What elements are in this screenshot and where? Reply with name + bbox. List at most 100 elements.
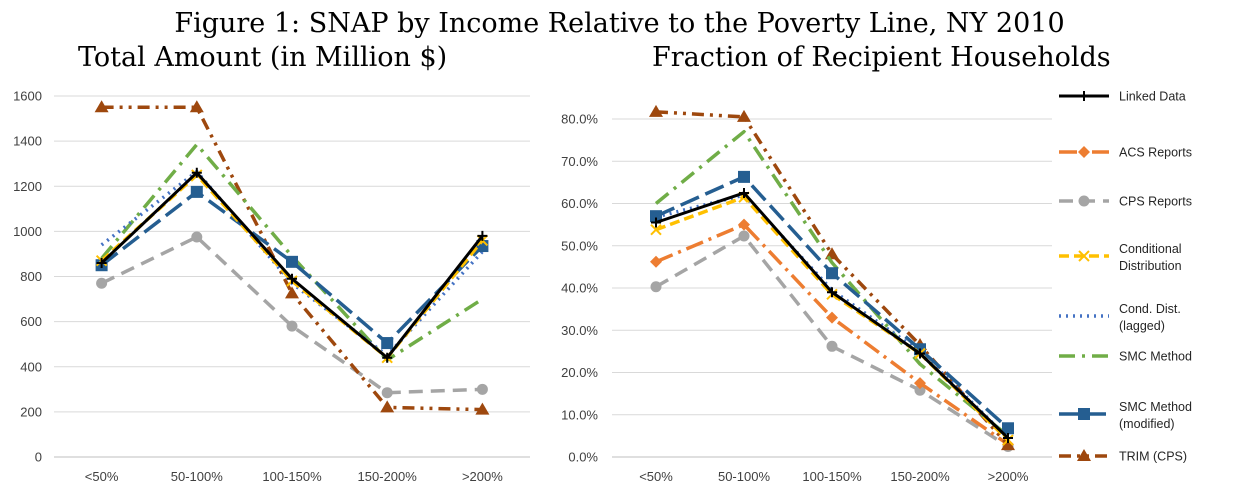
data-point bbox=[476, 383, 488, 395]
data-point bbox=[826, 340, 838, 352]
legend-label: SMC Method bbox=[1119, 350, 1192, 364]
data-point bbox=[94, 100, 109, 113]
series-line bbox=[100, 235, 483, 395]
series-cps-reports bbox=[96, 231, 488, 399]
data-point bbox=[827, 287, 837, 298]
series-line bbox=[654, 129, 1010, 438]
data-point bbox=[650, 255, 662, 268]
data-point bbox=[191, 167, 202, 178]
data-point bbox=[649, 104, 663, 117]
legend-label: (lagged) bbox=[1119, 319, 1165, 333]
data-point bbox=[826, 311, 838, 324]
data-point bbox=[381, 337, 394, 350]
legend-swatch-marker bbox=[1078, 195, 1090, 207]
legend-label: Linked Data bbox=[1119, 90, 1186, 104]
data-point bbox=[738, 170, 750, 183]
series-acs-reports bbox=[650, 218, 1014, 451]
y-tick-label: 40.0% bbox=[561, 281, 598, 296]
y-tick-label: 50.0% bbox=[561, 238, 598, 253]
legend-entry-trim-cps: TRIM (CPS) bbox=[1059, 449, 1187, 464]
legend-label: TRIM (CPS) bbox=[1119, 450, 1187, 464]
data-point bbox=[287, 273, 297, 284]
legend: Linked Data ACS Reports CPS Reports Conditi… bbox=[1059, 90, 1192, 464]
left-chart: 0 200 400 600 800 1000 1200 1400 1600 <50% 50-100%… bbox=[13, 89, 530, 484]
series-smc-method bbox=[100, 142, 484, 362]
y-tick-label: 30.0% bbox=[561, 323, 598, 338]
data-point bbox=[914, 384, 926, 396]
legend-label: ACS Reports bbox=[1119, 146, 1192, 160]
data-point bbox=[737, 109, 751, 122]
data-point bbox=[191, 231, 203, 243]
y-tick-label: 0 bbox=[35, 450, 42, 465]
data-point bbox=[382, 352, 393, 363]
series-line bbox=[100, 190, 484, 345]
data-point bbox=[914, 377, 926, 390]
legend-entry-conditional-distribution: Conditional Distribution bbox=[1059, 242, 1182, 273]
y-tick-label: 600 bbox=[20, 314, 42, 329]
legend-swatch-marker bbox=[1078, 146, 1090, 158]
figure-title: Figure 1: SNAP by Income Relative to the… bbox=[174, 8, 1065, 39]
y-tick-label: 10.0% bbox=[561, 407, 598, 422]
y-tick-label: 1600 bbox=[13, 89, 42, 104]
x-tick-label: 50-100% bbox=[171, 469, 223, 484]
data-point bbox=[738, 230, 750, 242]
y-tick-label: 1400 bbox=[13, 134, 42, 149]
data-point bbox=[651, 217, 661, 228]
data-point bbox=[189, 100, 204, 113]
data-point bbox=[190, 185, 203, 198]
legend-label: Conditional bbox=[1119, 242, 1182, 256]
x-tick-label: <50% bbox=[85, 469, 119, 484]
left-chart-title: Total Amount (in Million $) bbox=[78, 42, 448, 73]
series-trim-cps bbox=[94, 100, 490, 415]
legend-swatch-marker bbox=[1078, 408, 1090, 420]
x-tick-label: >200% bbox=[462, 469, 503, 484]
y-tick-label: 400 bbox=[20, 359, 42, 374]
x-tick-label: 100-150% bbox=[262, 469, 322, 484]
series-linked-data bbox=[96, 167, 488, 363]
data-point bbox=[1002, 422, 1014, 435]
data-point bbox=[738, 218, 750, 231]
series-smc-method bbox=[654, 129, 1010, 438]
x-tick-label: <50% bbox=[639, 469, 673, 484]
legend-label: CPS Reports bbox=[1119, 195, 1192, 209]
legend-entry-acs-reports: ACS Reports bbox=[1059, 146, 1192, 160]
data-point bbox=[286, 320, 298, 332]
x-tick-label: 100-150% bbox=[802, 469, 862, 484]
legend-entry-smc-method-modified: SMC Method (modified) bbox=[1059, 400, 1192, 431]
series-line bbox=[655, 195, 1010, 442]
legend-swatch-marker bbox=[1077, 449, 1091, 461]
data-point bbox=[96, 277, 108, 289]
y-tick-label: 200 bbox=[20, 404, 42, 419]
legend-label: Distribution bbox=[1119, 259, 1182, 273]
data-point bbox=[650, 223, 662, 236]
data-point bbox=[1003, 432, 1013, 443]
series-line bbox=[101, 105, 483, 412]
data-point bbox=[286, 255, 298, 268]
data-point bbox=[1001, 438, 1015, 451]
y-tick-label: 60.0% bbox=[561, 196, 598, 211]
data-point bbox=[475, 402, 490, 415]
data-point bbox=[477, 230, 488, 241]
y-tick-label: 800 bbox=[20, 269, 42, 284]
series-linked-data bbox=[651, 187, 1013, 443]
x-tick-label: >200% bbox=[988, 469, 1029, 484]
legend-swatch-marker bbox=[1079, 91, 1089, 101]
legend-entry-linked-data: Linked Data bbox=[1059, 90, 1186, 104]
y-tick-label: 80.0% bbox=[561, 112, 598, 127]
legend-label: SMC Method bbox=[1119, 400, 1192, 414]
y-tick-label: 1200 bbox=[13, 179, 42, 194]
right-chart: 0.0% 10.0% 20.0% 30.0% 40.0% 50.0% 60.0% 70.0% 8… bbox=[561, 104, 1052, 484]
y-tick-label: 1000 bbox=[13, 224, 42, 239]
y-tick-label: 20.0% bbox=[561, 365, 598, 380]
data-point bbox=[915, 348, 925, 359]
series-line bbox=[100, 142, 484, 362]
legend-label: (modified) bbox=[1119, 417, 1175, 431]
legend-entry-cond-dist-lagged: Cond. Dist. (lagged) bbox=[1059, 302, 1181, 333]
x-tick-label: 150-200% bbox=[358, 469, 418, 484]
legend-swatch-marker bbox=[1078, 250, 1090, 262]
data-point bbox=[285, 286, 299, 299]
x-tick-label: 150-200% bbox=[890, 469, 950, 484]
data-point bbox=[380, 400, 395, 413]
data-point bbox=[650, 210, 662, 223]
